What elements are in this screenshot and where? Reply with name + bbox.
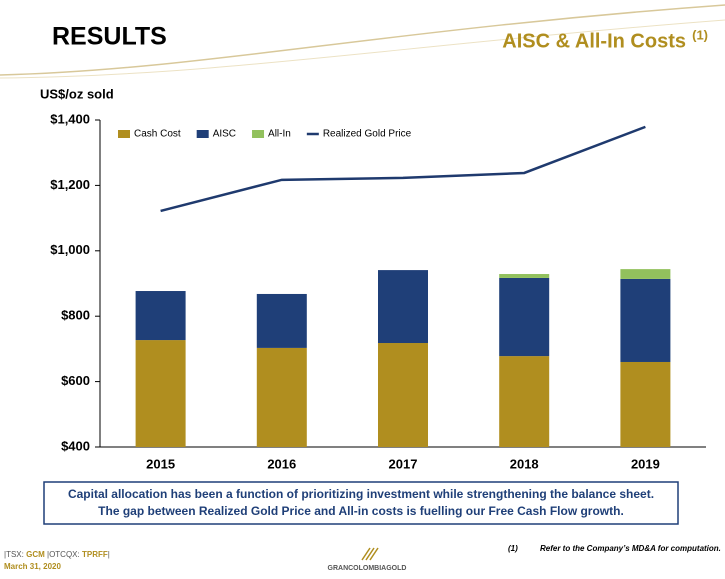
legend-swatch xyxy=(252,130,265,138)
slide-subtitle: AISC & All-In Costs xyxy=(502,30,686,52)
y-tick-label: $1,400 xyxy=(50,111,90,126)
footnote-number: (1) xyxy=(508,544,518,553)
callout-text: Capital allocation has been a function o… xyxy=(68,487,654,501)
bar-segment xyxy=(378,343,428,447)
legend-label: Cash Cost xyxy=(134,129,181,140)
y-tick-label: $400 xyxy=(61,438,90,453)
y-tick-label: $1,000 xyxy=(50,242,90,257)
x-tick-label: 2018 xyxy=(510,456,539,471)
swoosh xyxy=(0,19,725,79)
legend-swatch xyxy=(118,130,130,138)
x-tick-label: 2016 xyxy=(267,456,296,471)
bar-segment xyxy=(256,347,307,447)
y-tick-label: $800 xyxy=(61,308,90,323)
line-series xyxy=(160,125,646,213)
ticker: |TSX: GCM |OTCQX: TPRFF| xyxy=(4,550,110,559)
y-axis-label: US$/oz sold xyxy=(40,86,114,101)
bar-segment xyxy=(135,291,186,341)
callout-box xyxy=(43,481,679,525)
logo: GRANCOLOMBIAGOLD xyxy=(328,565,407,572)
bar-segment xyxy=(499,277,550,357)
bar-segment xyxy=(256,293,307,348)
legend-swatch xyxy=(196,130,209,138)
subtitle-note: (1) xyxy=(692,27,708,42)
y-tick-label: $600 xyxy=(61,373,90,388)
x-tick-label: 2015 xyxy=(146,456,175,471)
bar-segment xyxy=(620,269,671,279)
bar-segment xyxy=(620,278,671,362)
callout-text: The gap between Realized Gold Price and … xyxy=(98,504,624,518)
x-tick-label: 2017 xyxy=(389,456,418,471)
logo-mark xyxy=(361,547,379,561)
x-tick-label: 2019 xyxy=(631,456,660,471)
slide-title: RESULTS xyxy=(52,23,167,51)
bar-segment xyxy=(620,361,671,447)
bar-segment xyxy=(135,340,186,447)
bar-segment xyxy=(499,274,550,278)
date: March 31, 2020 xyxy=(4,562,61,571)
legend-label: All-In xyxy=(268,129,291,140)
bar-segment xyxy=(378,270,428,344)
swoosh xyxy=(0,4,725,76)
y-tick-label: $1,200 xyxy=(50,177,90,192)
legend-label: AISC xyxy=(213,129,236,140)
bar-segment xyxy=(499,356,550,447)
legend-label: Realized Gold Price xyxy=(323,129,412,140)
footnote: Refer to the Company’s MD&A for computat… xyxy=(540,544,721,553)
